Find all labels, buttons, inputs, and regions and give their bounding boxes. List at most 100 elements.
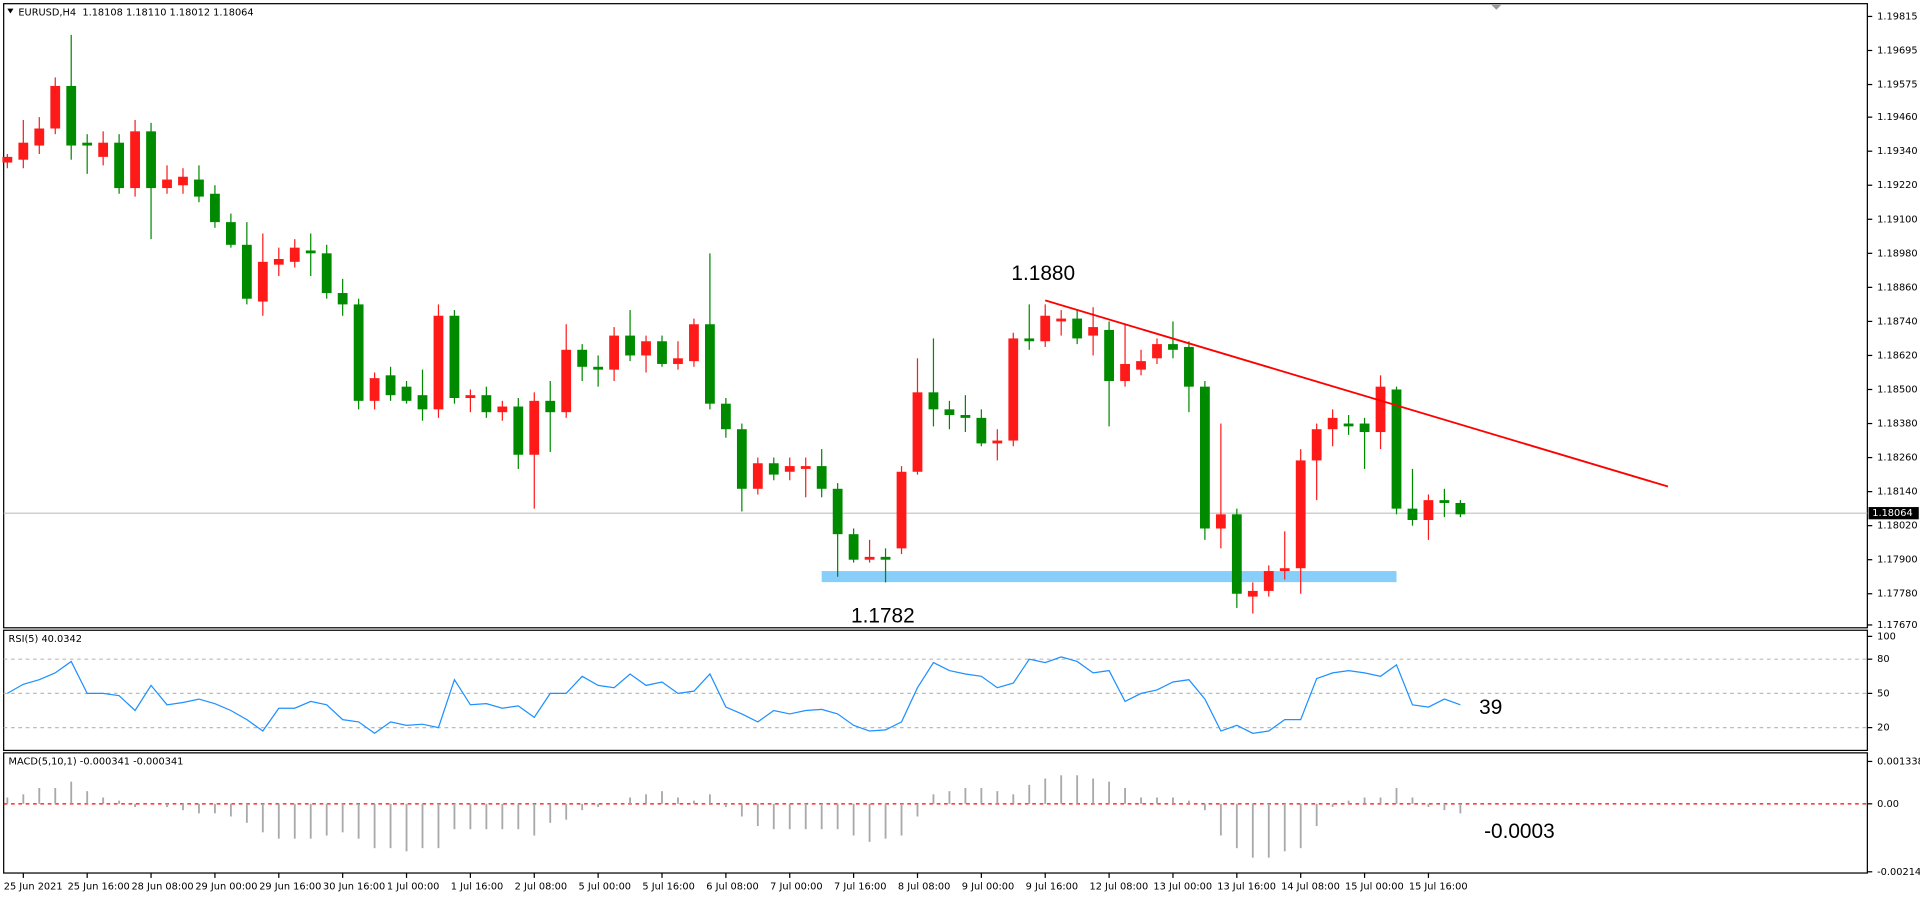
- candle-body: [1184, 346, 1194, 387]
- candle-body: [2, 156, 13, 163]
- annotation: -0.0003: [1484, 820, 1555, 843]
- candle-body: [1072, 318, 1083, 339]
- rsi-header: RSI(5) 40.0342: [9, 634, 82, 645]
- candle-body: [1024, 338, 1035, 342]
- y-tick-label: 1.17780: [1877, 589, 1917, 600]
- candle-body: [497, 406, 508, 413]
- y-tick-label: 1.18020: [1877, 521, 1917, 532]
- candle-body: [864, 556, 875, 560]
- candle-body: [385, 375, 396, 396]
- y-tick-label: 20: [1877, 723, 1889, 734]
- x-tick-label: 9 Jul 16:00: [1026, 882, 1078, 893]
- annotation: 39: [1479, 696, 1502, 719]
- x-tick-label: 9 Jul 00:00: [962, 882, 1014, 893]
- candle-body: [433, 315, 444, 410]
- candle-body: [114, 142, 125, 189]
- candle-body: [593, 366, 604, 370]
- candle-body: [960, 415, 971, 418]
- symbol-header: EURUSD,H4 1.18108 1.18110 1.18012 1.1806…: [18, 7, 253, 18]
- x-tick-label: 15 Jul 16:00: [1409, 882, 1468, 893]
- candle-body: [848, 534, 859, 560]
- candle-body: [162, 179, 172, 189]
- candle-body: [1407, 508, 1418, 520]
- candle-body: [1152, 344, 1162, 359]
- x-tick-label: 13 Jul 16:00: [1217, 882, 1276, 893]
- candle-body: [401, 386, 412, 401]
- candle-body: [1295, 460, 1306, 569]
- y-tick-label: 1.18740: [1877, 316, 1917, 327]
- candle-body: [944, 409, 955, 416]
- x-tick-label: 2 Jul 08:00: [515, 882, 567, 893]
- rsi-panel: [3, 629, 1868, 752]
- candle-body: [146, 131, 156, 189]
- candle-body: [18, 142, 29, 160]
- y-tick-label: 1.18140: [1877, 487, 1917, 498]
- candle-body: [130, 131, 140, 189]
- candle-body: [992, 440, 1003, 444]
- rsi-line: [7, 656, 1461, 735]
- candle-body: [816, 466, 827, 489]
- candle-body: [1279, 568, 1290, 572]
- candle-body: [1231, 514, 1242, 594]
- x-tick-label: 7 Jul 00:00: [770, 882, 822, 893]
- current-price-box: [1868, 507, 1919, 520]
- candle-body: [82, 142, 93, 146]
- y-tick-label: -0.002146: [1877, 867, 1920, 878]
- candle-body: [1104, 329, 1114, 381]
- y-tick-label: 1.17670: [1877, 620, 1917, 631]
- candle-body: [641, 341, 651, 356]
- y-tick-label: 1.17900: [1877, 555, 1917, 566]
- candle-body: [561, 349, 572, 413]
- candle-body: [305, 250, 316, 254]
- x-tick-label: 8 Jul 08:00: [898, 882, 950, 893]
- candle-body: [225, 222, 236, 245]
- candle-body: [1120, 363, 1130, 381]
- x-tick-label: 1 Jul 00:00: [387, 882, 439, 893]
- candle-body: [657, 341, 667, 364]
- y-tick-label: 1.18260: [1877, 453, 1917, 464]
- candle-body: [529, 400, 540, 455]
- candle-body: [337, 293, 348, 305]
- candle-body: [976, 417, 987, 444]
- y-tick-label: 80: [1877, 654, 1889, 665]
- y-tick-label: 100: [1877, 631, 1896, 642]
- x-tick-label: 15 Jul 00:00: [1345, 882, 1404, 893]
- candle-body: [194, 179, 204, 197]
- y-tick-label: 1.18500: [1877, 384, 1917, 395]
- x-tick-label: 28 Jun 08:00: [131, 882, 193, 893]
- candle-body: [1359, 423, 1370, 433]
- candle-body: [720, 403, 731, 430]
- candle-body: [705, 324, 715, 404]
- candle-body: [353, 304, 364, 401]
- candle-body: [1056, 318, 1067, 322]
- candle-body: [417, 395, 428, 410]
- macd-panel: [3, 752, 1868, 874]
- y-tick-label: 0.00: [1877, 799, 1899, 810]
- menu-arrow[interactable]: [7, 8, 14, 14]
- y-tick-label: 1.19340: [1877, 146, 1917, 157]
- candle-body: [1008, 338, 1019, 441]
- candle-body: [1343, 423, 1354, 427]
- candle-body: [928, 392, 939, 410]
- trendline: [1044, 299, 1669, 488]
- y-tick-label: 1.19815: [1877, 11, 1917, 22]
- candle-body: [1375, 386, 1386, 433]
- candle-body: [34, 128, 45, 146]
- x-tick-label: 25 Jun 16:00: [68, 882, 130, 893]
- y-tick-label: 1.19220: [1877, 180, 1917, 191]
- candle-body: [800, 466, 811, 469]
- candle-body: [736, 429, 747, 489]
- candle-body: [1455, 502, 1466, 515]
- y-tick-label: 50: [1877, 688, 1889, 699]
- candle-body: [545, 400, 556, 413]
- candle-body: [1088, 327, 1099, 336]
- candle-body: [50, 85, 61, 129]
- x-tick-label: 6 Jul 08:00: [706, 882, 758, 893]
- candle-body: [1200, 386, 1210, 529]
- candle-body: [1263, 571, 1274, 591]
- x-tick-label: 29 Jun 00:00: [195, 882, 257, 893]
- candle-body: [1311, 429, 1322, 461]
- candle-body: [1439, 500, 1450, 503]
